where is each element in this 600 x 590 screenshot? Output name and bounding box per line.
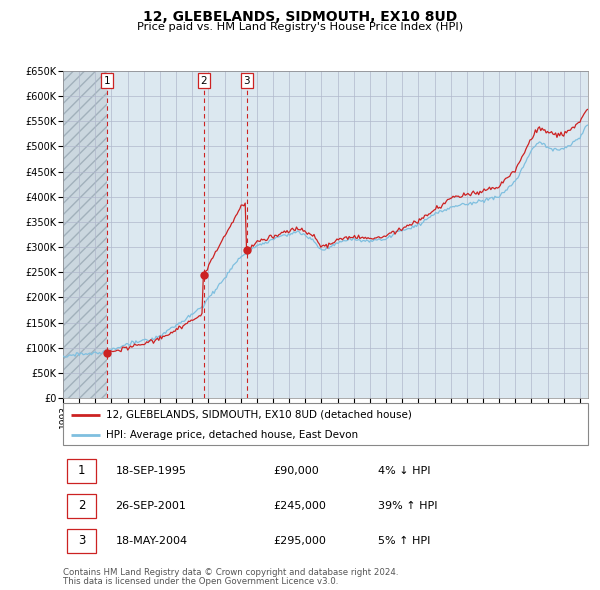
FancyBboxPatch shape: [67, 529, 96, 553]
Text: 18-SEP-1995: 18-SEP-1995: [115, 466, 187, 476]
Text: 2: 2: [201, 76, 208, 86]
Text: 39% ↑ HPI: 39% ↑ HPI: [378, 501, 437, 511]
Text: 2: 2: [78, 499, 85, 513]
Text: 12, GLEBELANDS, SIDMOUTH, EX10 8UD (detached house): 12, GLEBELANDS, SIDMOUTH, EX10 8UD (deta…: [106, 410, 412, 420]
Text: 5% ↑ HPI: 5% ↑ HPI: [378, 536, 430, 546]
Text: 4% ↓ HPI: 4% ↓ HPI: [378, 466, 431, 476]
Text: £245,000: £245,000: [273, 501, 326, 511]
Text: HPI: Average price, detached house, East Devon: HPI: Average price, detached house, East…: [106, 430, 358, 440]
Text: This data is licensed under the Open Government Licence v3.0.: This data is licensed under the Open Gov…: [63, 577, 338, 586]
Text: Price paid vs. HM Land Registry's House Price Index (HPI): Price paid vs. HM Land Registry's House …: [137, 22, 463, 32]
Text: Contains HM Land Registry data © Crown copyright and database right 2024.: Contains HM Land Registry data © Crown c…: [63, 568, 398, 576]
Text: 3: 3: [244, 76, 250, 86]
Text: 12, GLEBELANDS, SIDMOUTH, EX10 8UD: 12, GLEBELANDS, SIDMOUTH, EX10 8UD: [143, 10, 457, 24]
Text: 3: 3: [78, 535, 85, 548]
Text: 18-MAY-2004: 18-MAY-2004: [115, 536, 188, 546]
Text: £90,000: £90,000: [273, 466, 319, 476]
FancyBboxPatch shape: [63, 403, 588, 445]
Text: 26-SEP-2001: 26-SEP-2001: [115, 501, 187, 511]
Bar: [63, 71, 107, 398]
Text: £295,000: £295,000: [273, 536, 326, 546]
FancyBboxPatch shape: [67, 494, 96, 518]
FancyBboxPatch shape: [67, 459, 96, 483]
Text: 1: 1: [78, 464, 85, 477]
Text: 1: 1: [104, 76, 110, 86]
